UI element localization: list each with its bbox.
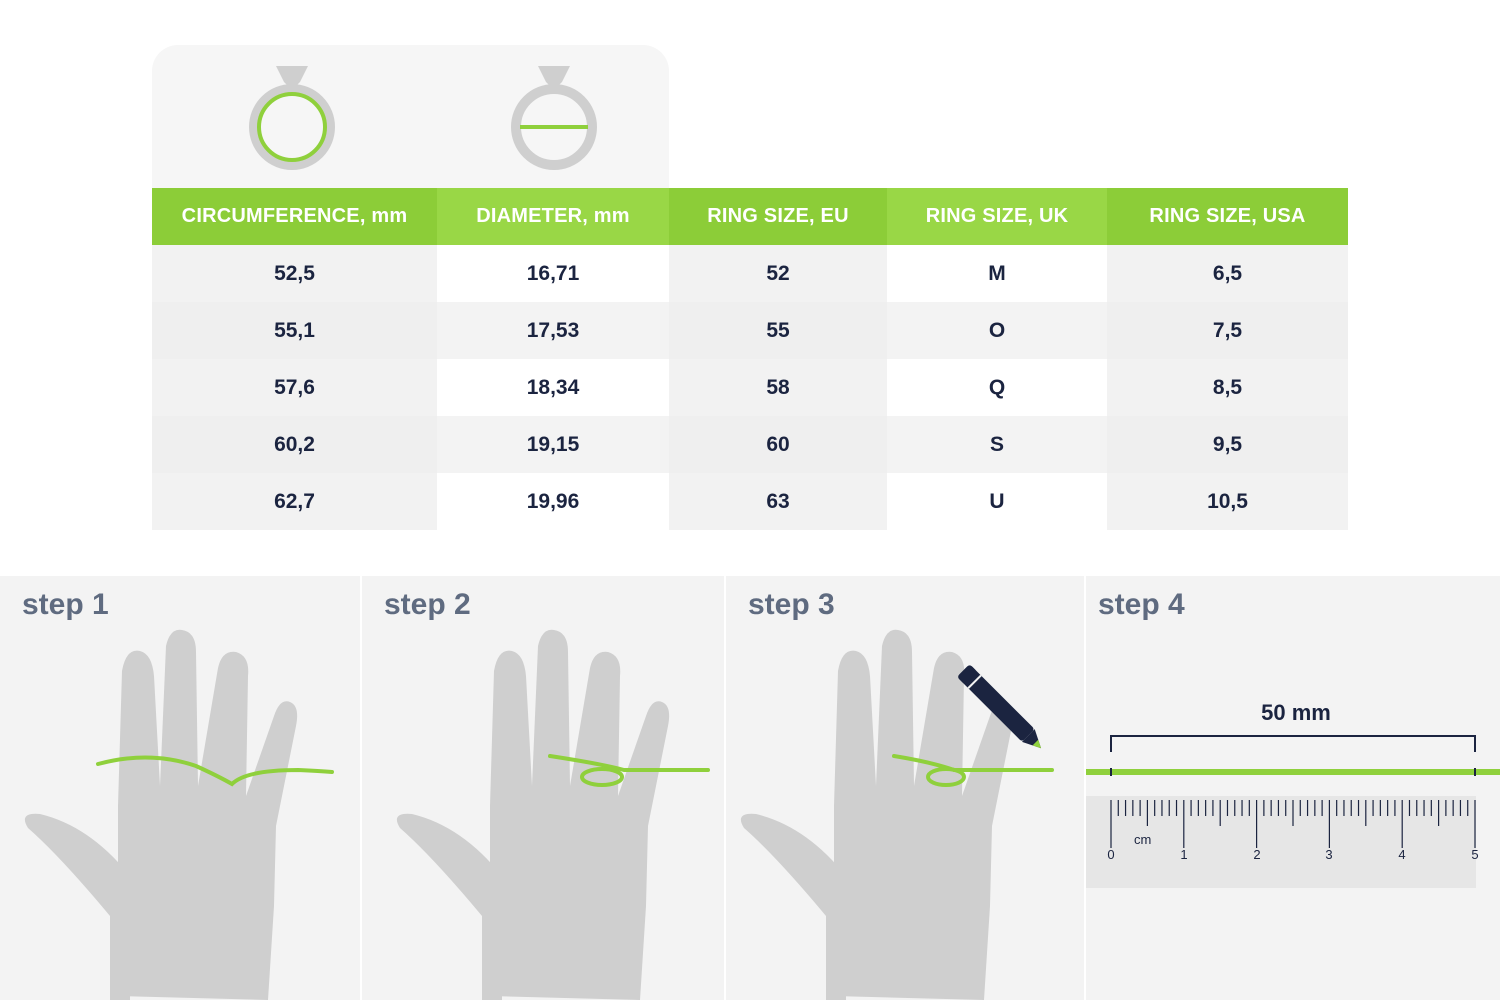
ruler-number: 4 [1398, 847, 1406, 862]
ring-circumference-icon [249, 66, 335, 170]
step-1-label: step 1 [22, 588, 109, 621]
cell-diameter: 19,96 [437, 473, 669, 530]
pencil-icon [958, 665, 1042, 749]
table-row: 60,2 19,15 60 S 9,5 [152, 416, 1348, 473]
ruler-number: 5 [1471, 847, 1479, 862]
cell-size-eu: 52 [669, 245, 887, 302]
ring-icons-card [152, 45, 669, 205]
hand-icon [396, 629, 710, 1000]
hand-icon [740, 629, 1054, 1000]
header-ring-size-eu: RING SIZE, EU [669, 188, 887, 245]
cell-size-uk: M [887, 245, 1107, 302]
table-row: 55,1 17,53 55 O 7,5 [152, 302, 1348, 359]
step-2-panel: step 2 [362, 576, 726, 1000]
cell-size-uk: S [887, 416, 1107, 473]
cell-circumference: 62,7 [152, 473, 437, 530]
cell-circumference: 52,5 [152, 245, 437, 302]
cell-size-usa: 6,5 [1107, 245, 1348, 302]
header-ring-size-usa: RING SIZE, USA [1107, 188, 1348, 245]
header-circumference: CIRCUMFERENCE, mm [152, 188, 437, 245]
ruler-number: 1 [1180, 847, 1188, 862]
ruler-icon [1086, 796, 1476, 888]
cell-size-uk: O [887, 302, 1107, 359]
ruler-number: 2 [1253, 847, 1261, 862]
step-4-label: step 4 [1098, 588, 1185, 621]
cell-size-eu: 55 [669, 302, 887, 359]
step-2-label: step 2 [384, 588, 471, 621]
cell-size-usa: 7,5 [1107, 302, 1348, 359]
ring-size-table: CIRCUMFERENCE, mm DIAMETER, mm RING SIZE… [152, 188, 1348, 530]
cell-size-usa: 8,5 [1107, 359, 1348, 416]
measure-label: 50 mm [1261, 700, 1331, 725]
step-3-panel: step 3 [726, 576, 1086, 1000]
header-ring-size-uk: RING SIZE, UK [887, 188, 1107, 245]
step-4-panel: 50 mm cm 0 1 2 3 4 5 step 4 [1086, 576, 1500, 1000]
cell-size-usa: 9,5 [1107, 416, 1348, 473]
ruler-unit-label: cm [1134, 832, 1152, 847]
table-row: 52,5 16,71 52 M 6,5 [152, 245, 1348, 302]
hand-icon [24, 629, 334, 1000]
cell-circumference: 57,6 [152, 359, 437, 416]
cell-size-eu: 63 [669, 473, 887, 530]
ruler-number: 0 [1107, 847, 1115, 862]
table-row: 62,7 19,96 63 U 10,5 [152, 473, 1348, 530]
ruler-number: 3 [1325, 847, 1333, 862]
header-diameter: DIAMETER, mm [437, 188, 669, 245]
cell-circumference: 60,2 [152, 416, 437, 473]
cell-diameter: 19,15 [437, 416, 669, 473]
ruler-measure [1086, 735, 1500, 848]
cell-size-uk: U [887, 473, 1107, 530]
measuring-steps: step 1 step 2 [0, 576, 1500, 1000]
cell-diameter: 16,71 [437, 245, 669, 302]
cell-size-eu: 58 [669, 359, 887, 416]
table-header-row: CIRCUMFERENCE, mm DIAMETER, mm RING SIZE… [152, 188, 1348, 245]
cell-size-uk: Q [887, 359, 1107, 416]
cell-diameter: 17,53 [437, 302, 669, 359]
cell-circumference: 55,1 [152, 302, 437, 359]
cell-size-usa: 10,5 [1107, 473, 1348, 530]
ring-diameter-icon [511, 66, 597, 170]
table-row: 57,6 18,34 58 Q 8,5 [152, 359, 1348, 416]
cell-size-eu: 60 [669, 416, 887, 473]
step-1-panel: step 1 [0, 576, 362, 1000]
cell-diameter: 18,34 [437, 359, 669, 416]
step-3-label: step 3 [748, 588, 835, 621]
